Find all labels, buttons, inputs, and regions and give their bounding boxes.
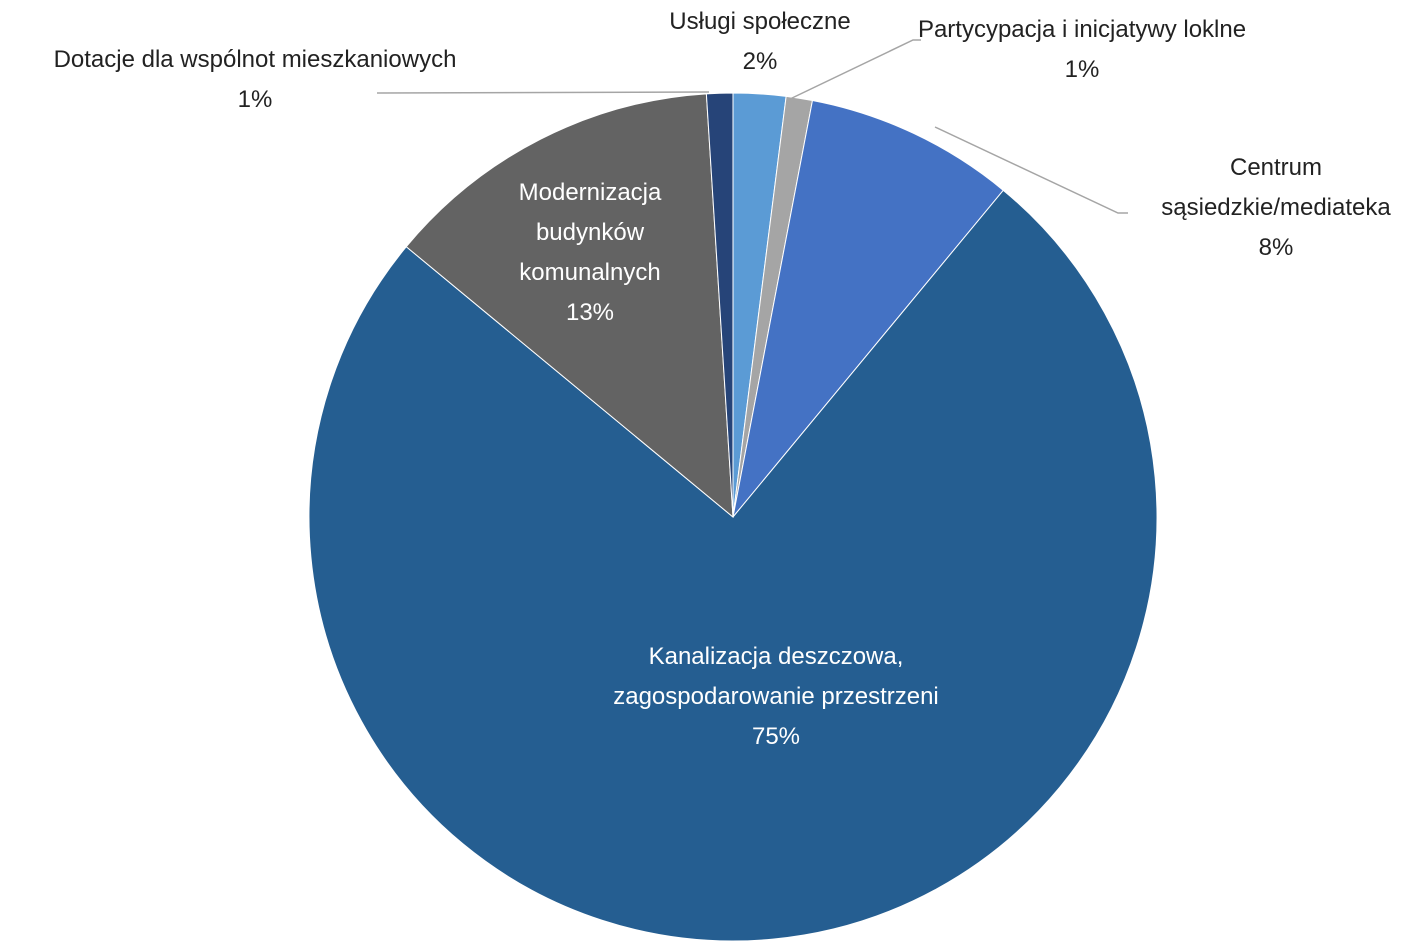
data-label: Modernizacja budynków komunalnych 13%	[490, 173, 690, 333]
category-label: Dotacje dla wspólnot mieszkaniowych	[53, 46, 457, 73]
pie-slice	[705, 92, 734, 518]
pie-slice	[308, 189, 1158, 941]
category-label: Usługi społeczne	[669, 8, 851, 35]
leader-line	[934, 126, 1128, 214]
pie	[308, 92, 1158, 941]
data-label: Partycypacja i inicjatywy loklne 1%	[917, 10, 1247, 90]
pie-slice	[732, 99, 1004, 518]
value-label: 2%	[742, 48, 778, 75]
value-label: 1%	[1064, 56, 1100, 83]
category-label: Modernizacja budynków komunalnych	[518, 179, 662, 286]
data-label: Dotacje dla wspólnot mieszkaniowych 1%	[0, 40, 510, 120]
data-label: Centrum sąsiedzkie/mediateka 8%	[1134, 148, 1418, 268]
category-label: Kanalizacja deszczowa, zagospodarowanie …	[613, 643, 939, 710]
category-label: Centrum sąsiedzkie/mediateka	[1161, 154, 1391, 221]
value-label: 1%	[237, 86, 273, 113]
value-label: 13%	[565, 299, 615, 326]
leader-line	[789, 39, 921, 100]
category-label: Partycypacja i inicjatywy loklne	[917, 16, 1247, 43]
value-label: 75%	[751, 723, 801, 750]
data-label: Usługi społeczne 2%	[630, 2, 890, 82]
value-label: 8%	[1258, 234, 1294, 261]
leader-line	[376, 91, 710, 94]
pie-slice	[405, 93, 734, 519]
data-label: Kanalizacja deszczowa, zagospodarowanie …	[571, 637, 981, 757]
